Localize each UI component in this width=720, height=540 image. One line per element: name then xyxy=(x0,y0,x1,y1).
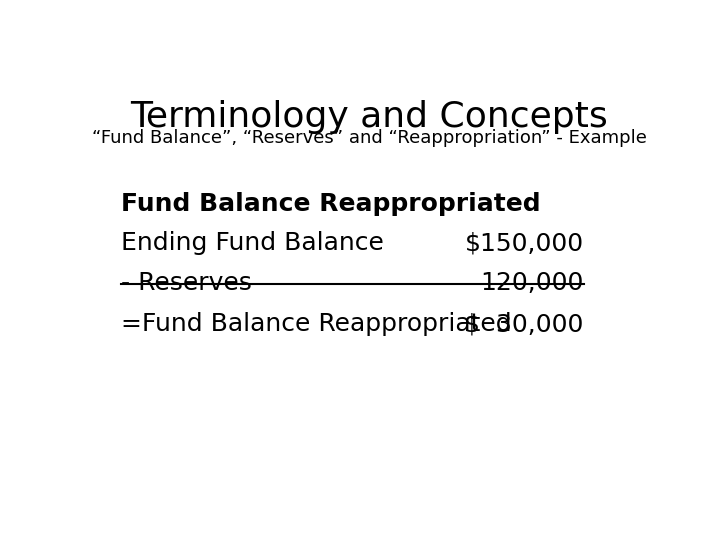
Text: “Fund Balance”, “Reserves” and “Reappropriation” - Example: “Fund Balance”, “Reserves” and “Reapprop… xyxy=(91,129,647,147)
Text: Fund Balance Reappropriated: Fund Balance Reappropriated xyxy=(121,192,540,215)
Text: =Fund Balance Reappropriated: =Fund Balance Reappropriated xyxy=(121,312,511,336)
Text: $  30,000: $ 30,000 xyxy=(464,312,584,336)
Text: - Reserves: - Reserves xyxy=(121,271,251,295)
Text: Terminology and Concepts: Terminology and Concepts xyxy=(130,100,608,134)
Text: Ending Fund Balance: Ending Fund Balance xyxy=(121,231,384,255)
Text: 120,000: 120,000 xyxy=(480,271,584,295)
Text: $150,000: $150,000 xyxy=(464,231,584,255)
